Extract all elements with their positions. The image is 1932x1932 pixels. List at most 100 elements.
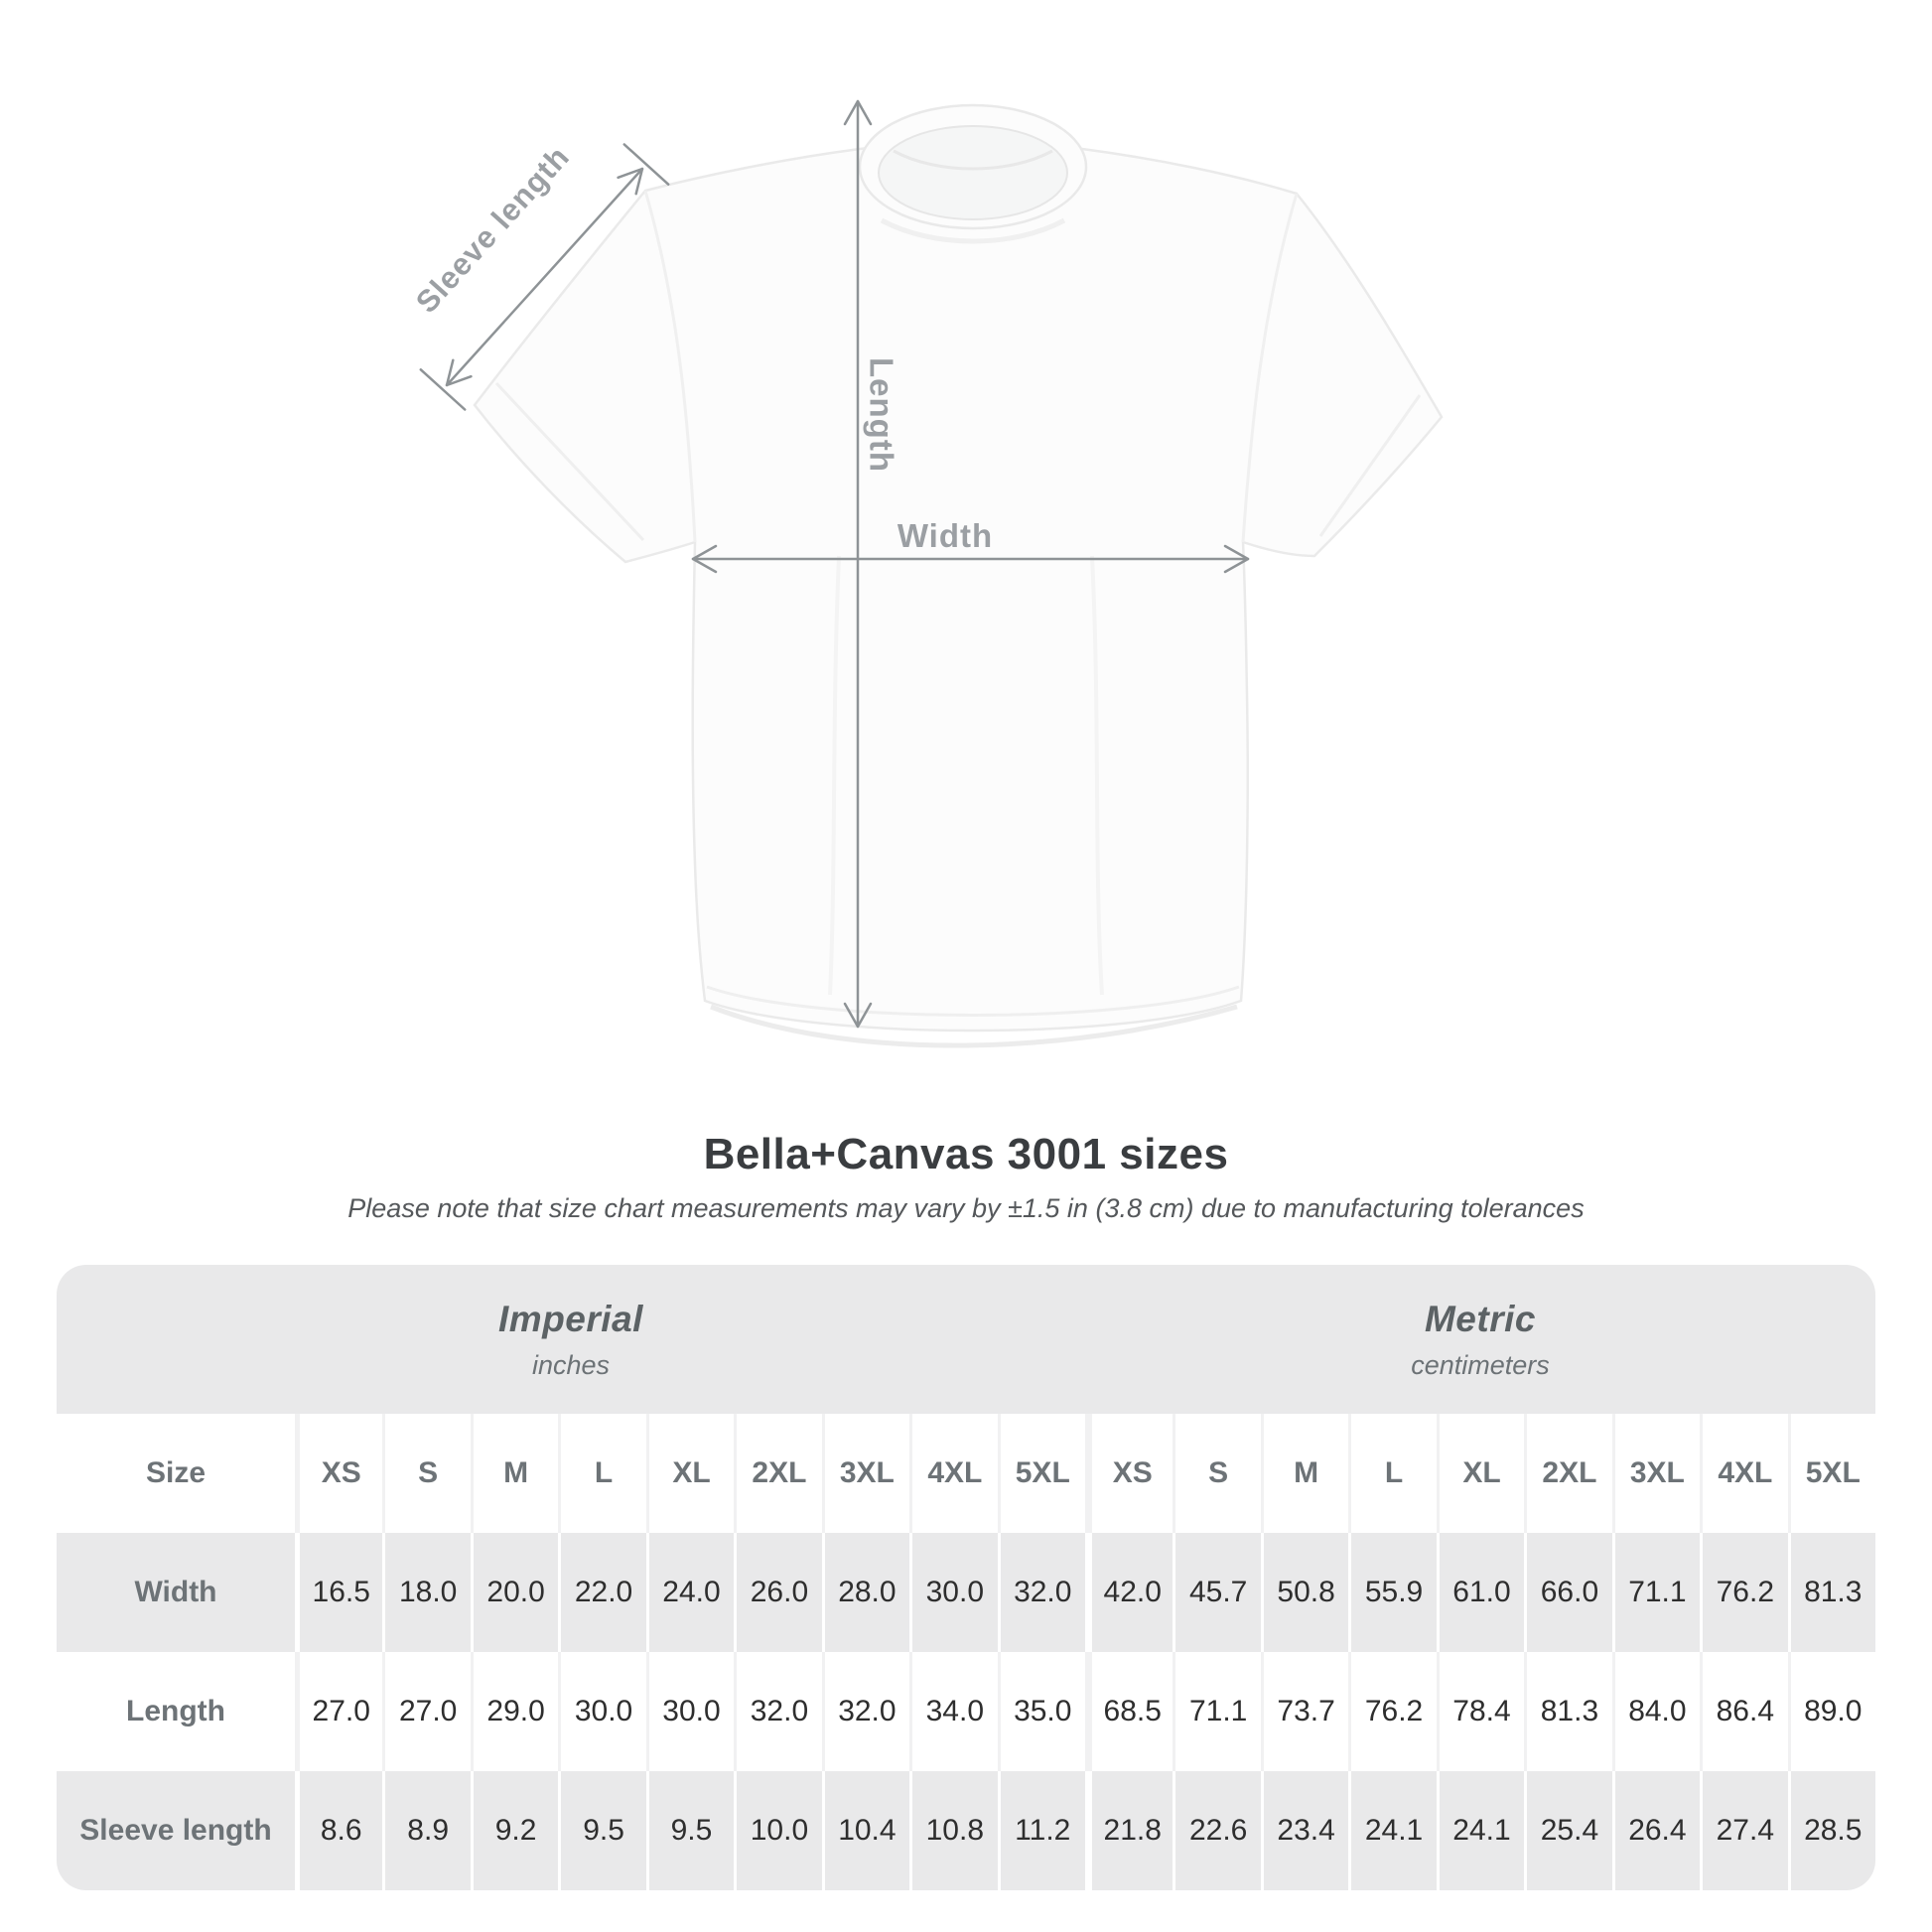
table-cell: 55.9 <box>1348 1533 1437 1652</box>
table-cell: 66.0 <box>1524 1533 1612 1652</box>
table-cell: 84.0 <box>1611 1652 1701 1771</box>
table-cell: 24.0 <box>645 1533 735 1652</box>
armhole-seam-right <box>1241 193 1299 543</box>
table-cell: 89.0 <box>1787 1652 1875 1771</box>
table-cell: 10.0 <box>734 1771 822 1890</box>
size-col-header-imperial: 2XL <box>734 1414 822 1533</box>
table-cell: 23.4 <box>1260 1771 1349 1890</box>
table-cell: 30.0 <box>909 1533 998 1652</box>
size-col-header-imperial: 4XL <box>909 1414 998 1533</box>
table-cell: 81.3 <box>1524 1652 1612 1771</box>
tshirt-body <box>473 141 1444 1033</box>
table-cell: 20.0 <box>470 1533 559 1652</box>
hem-shadow <box>710 1004 1238 1048</box>
size-col-header-metric: XS <box>1084 1414 1173 1533</box>
table-cell: 24.1 <box>1348 1771 1437 1890</box>
row-label-width: Width <box>57 1533 295 1652</box>
table-cell: 71.1 <box>1611 1533 1701 1652</box>
table-cell: 22.0 <box>558 1533 646 1652</box>
sleeve-length-label: Sleeve length <box>409 139 576 320</box>
table-cell: 22.6 <box>1173 1771 1261 1890</box>
table-cell: 9.2 <box>470 1771 559 1890</box>
table-cell: 27.0 <box>295 1652 383 1771</box>
size-col-header-imperial: M <box>470 1414 559 1533</box>
imperial-group-unit: inches <box>531 1349 611 1380</box>
imperial-group-header: Imperial inches <box>57 1265 1085 1414</box>
table-cell: 32.0 <box>997 1533 1085 1652</box>
size-col-header-metric: 3XL <box>1611 1414 1701 1533</box>
table-cell: 32.0 <box>821 1652 910 1771</box>
collar-opening <box>878 125 1068 220</box>
table-cell: 27.0 <box>382 1652 471 1771</box>
table-cell: 71.1 <box>1173 1652 1261 1771</box>
table-cell: 18.0 <box>382 1533 471 1652</box>
table-cell: 61.0 <box>1436 1533 1525 1652</box>
table-cell: 10.4 <box>821 1771 910 1890</box>
table-cell: 68.5 <box>1084 1652 1173 1771</box>
width-dimension: Width <box>691 517 1250 574</box>
row-label-sleeve-length: Sleeve length <box>57 1771 295 1890</box>
length-label: Length <box>864 357 900 473</box>
tolerance-note: Please note that size chart measurements… <box>347 1193 1585 1223</box>
fold-line <box>828 555 841 996</box>
fold-line <box>1090 555 1104 996</box>
table-cell: 8.6 <box>295 1771 383 1890</box>
table-cell: 50.8 <box>1260 1533 1349 1652</box>
table-cell: 11.2 <box>997 1771 1085 1890</box>
width-label: Width <box>897 517 993 554</box>
table-cell: 26.4 <box>1611 1771 1701 1890</box>
collar-shadow <box>880 217 1066 244</box>
corner-label: Size <box>57 1414 295 1533</box>
size-table: Imperial inches Metric centimeters Size … <box>57 1265 1875 1890</box>
table-cell: 34.0 <box>909 1652 998 1771</box>
table-cell: 16.5 <box>295 1533 383 1652</box>
size-col-header-imperial: S <box>382 1414 471 1533</box>
row-label-length: Length <box>57 1652 295 1771</box>
cuff-seam-left <box>494 381 645 542</box>
table-cell: 35.0 <box>997 1652 1085 1771</box>
metric-group-unit: centimeters <box>1411 1349 1550 1380</box>
size-col-header-imperial: 3XL <box>821 1414 910 1533</box>
table-cell: 32.0 <box>734 1652 822 1771</box>
table-cell: 42.0 <box>1084 1533 1173 1652</box>
table-cell: 26.0 <box>734 1533 822 1652</box>
collar-back-line <box>893 149 1053 171</box>
table-cell: 45.7 <box>1173 1533 1261 1652</box>
table-cell: 9.5 <box>558 1771 646 1890</box>
table-cell: 76.2 <box>1700 1533 1788 1652</box>
table-cell: 76.2 <box>1348 1652 1437 1771</box>
size-col-header-imperial: 5XL <box>997 1414 1085 1533</box>
table-cell: 86.4 <box>1700 1652 1788 1771</box>
table-cell: 25.4 <box>1524 1771 1612 1890</box>
table-cell: 29.0 <box>470 1652 559 1771</box>
table-cell: 21.8 <box>1084 1771 1173 1890</box>
table-cell: 28.5 <box>1787 1771 1875 1890</box>
size-col-header-imperial: XS <box>295 1414 383 1533</box>
table-cell: 10.8 <box>909 1771 998 1890</box>
table-cell: 24.1 <box>1436 1771 1525 1890</box>
table-cell: 9.5 <box>645 1771 735 1890</box>
table-cell: 73.7 <box>1260 1652 1349 1771</box>
metric-group-name: Metric <box>1424 1298 1536 1339</box>
size-col-header-metric: 5XL <box>1787 1414 1875 1533</box>
table-cell: 28.0 <box>821 1533 910 1652</box>
length-dimension: Length <box>843 99 900 1029</box>
size-col-header-imperial: L <box>558 1414 646 1533</box>
size-col-header-imperial: XL <box>645 1414 735 1533</box>
size-col-header-metric: 2XL <box>1524 1414 1612 1533</box>
size-col-header-metric: M <box>1260 1414 1349 1533</box>
size-col-header-metric: XL <box>1436 1414 1525 1533</box>
imperial-group-name: Imperial <box>498 1298 643 1339</box>
table-cell: 81.3 <box>1787 1533 1875 1652</box>
hem-seam <box>706 985 1240 1017</box>
table-cell: 30.0 <box>558 1652 646 1771</box>
size-col-header-metric: 4XL <box>1700 1414 1788 1533</box>
metric-group-header: Metric centimeters <box>1084 1265 1875 1414</box>
size-col-header-metric: L <box>1348 1414 1437 1533</box>
table-cell: 78.4 <box>1436 1652 1525 1771</box>
cuff-seam-right <box>1318 394 1422 537</box>
size-col-header-metric: S <box>1173 1414 1261 1533</box>
armhole-seam-left <box>643 190 697 543</box>
